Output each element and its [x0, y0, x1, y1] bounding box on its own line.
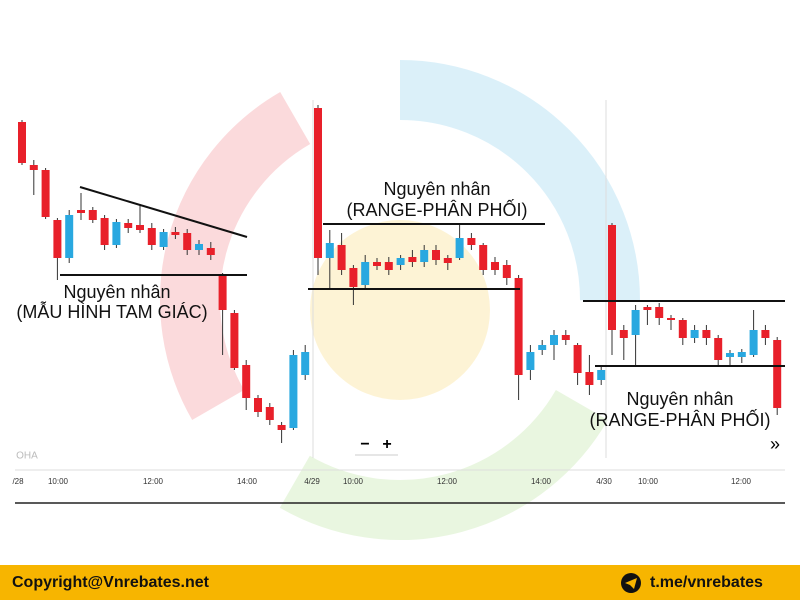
- candle-body: [361, 262, 370, 285]
- candle-body: [455, 238, 464, 258]
- candle-body: [514, 278, 523, 375]
- annotation-text: (RANGE-PHÂN PHỐI): [346, 199, 527, 220]
- candle-body: [29, 165, 38, 170]
- candle-body: [88, 210, 97, 220]
- candle-body: [538, 345, 547, 350]
- candle-body: [561, 335, 570, 340]
- candle-body: [678, 320, 687, 338]
- annotation-title: Nguyên nhân: [383, 179, 490, 199]
- candle-body: [408, 257, 417, 262]
- x-tick-label: /28: [12, 477, 24, 486]
- candle-body: [420, 250, 429, 262]
- candle-body: [573, 345, 582, 373]
- candle-body: [124, 223, 133, 228]
- candle-body: [265, 407, 274, 420]
- candle-body: [690, 330, 699, 338]
- candle-body: [77, 210, 85, 213]
- candle-body: [384, 262, 393, 270]
- candle-body: [373, 262, 381, 266]
- candle-body: [550, 335, 558, 345]
- candle-body: [171, 232, 180, 235]
- candle-body: [655, 307, 664, 318]
- candle-body: [443, 258, 452, 263]
- candle-body: [773, 340, 782, 408]
- candle-body: [714, 338, 723, 360]
- candle-body: [65, 215, 74, 258]
- candle-body: [667, 318, 675, 320]
- candle-body: [702, 330, 711, 338]
- candle-body: [218, 276, 227, 310]
- candle-body: [349, 268, 358, 287]
- x-labels: /28 10:00 12:00 14:00 4/29 10:00 12:00 14:00 4/3…: [12, 477, 751, 486]
- candle-body: [432, 250, 440, 260]
- candle-body: [136, 225, 144, 230]
- candle-body: [396, 258, 405, 265]
- candle-body: [491, 262, 499, 270]
- copyright: Copyright@Vnrebates.net: [12, 574, 210, 591]
- annotation-lines: [60, 186, 785, 367]
- candle-body: [41, 170, 50, 217]
- candle-body: [337, 245, 346, 270]
- candle-body: [737, 352, 746, 357]
- annotation-title: Nguyên nhân: [626, 389, 733, 409]
- candle-body: [749, 330, 758, 355]
- x-tick-label: 14:00: [531, 477, 552, 486]
- zoom-in-button[interactable]: +: [382, 436, 391, 453]
- candle-body: [619, 330, 628, 338]
- annotation-text: (MẪU HÌNH TAM GIÁC): [16, 301, 207, 322]
- x-tick-label: 12:00: [437, 477, 458, 486]
- candle-body: [631, 310, 640, 335]
- candle-body: [195, 244, 203, 250]
- telegram-link[interactable]: t.me/vnrebates: [650, 574, 763, 591]
- x-tick-label: 14:00: [237, 477, 258, 486]
- scroll-button[interactable]: »: [770, 434, 780, 454]
- candle-body: [289, 355, 298, 428]
- candle-body: [100, 218, 109, 245]
- candle-body: [502, 265, 511, 278]
- candle-body: [254, 398, 262, 412]
- candle-body: [18, 122, 26, 163]
- x-tick-label: 10:00: [48, 477, 69, 486]
- candle-body: [597, 370, 606, 380]
- candle-body: [761, 330, 770, 338]
- candle-body: [314, 108, 322, 258]
- candle-body: [183, 233, 192, 250]
- annotation-text: (RANGE-PHÂN PHỐI): [589, 409, 770, 430]
- candle-body: [301, 352, 310, 375]
- x-tick-label: 10:00: [343, 477, 364, 486]
- x-tick-label: 4/30: [596, 477, 612, 486]
- telegram-plane: [625, 578, 637, 589]
- candle-body: [159, 232, 168, 247]
- candle-body: [230, 313, 239, 368]
- annotation-title: Nguyên nhân: [63, 282, 170, 302]
- candles: [18, 105, 782, 443]
- candle-body: [585, 372, 594, 385]
- x-tick-label: 10:00: [638, 477, 659, 486]
- candle-body: [112, 222, 121, 245]
- candle-body: [726, 353, 734, 357]
- candle-body: [526, 352, 535, 370]
- candle-body: [277, 425, 286, 430]
- candle-body: [643, 307, 652, 310]
- x-tick-label: 12:00: [731, 477, 752, 486]
- zoom-out-button[interactable]: −: [360, 436, 369, 453]
- candle-body: [467, 238, 476, 245]
- footer-bar: [0, 565, 800, 600]
- x-tick-label: 12:00: [143, 477, 164, 486]
- candle-body: [206, 248, 215, 255]
- candle-body: [479, 245, 488, 270]
- watermark-text: OHA: [16, 451, 38, 462]
- candle-body: [53, 220, 62, 258]
- candle-body: [147, 228, 156, 245]
- candle-body: [242, 365, 251, 398]
- candle-body: [325, 243, 334, 258]
- candle-body: [608, 225, 616, 330]
- x-tick-label: 4/29: [304, 477, 320, 486]
